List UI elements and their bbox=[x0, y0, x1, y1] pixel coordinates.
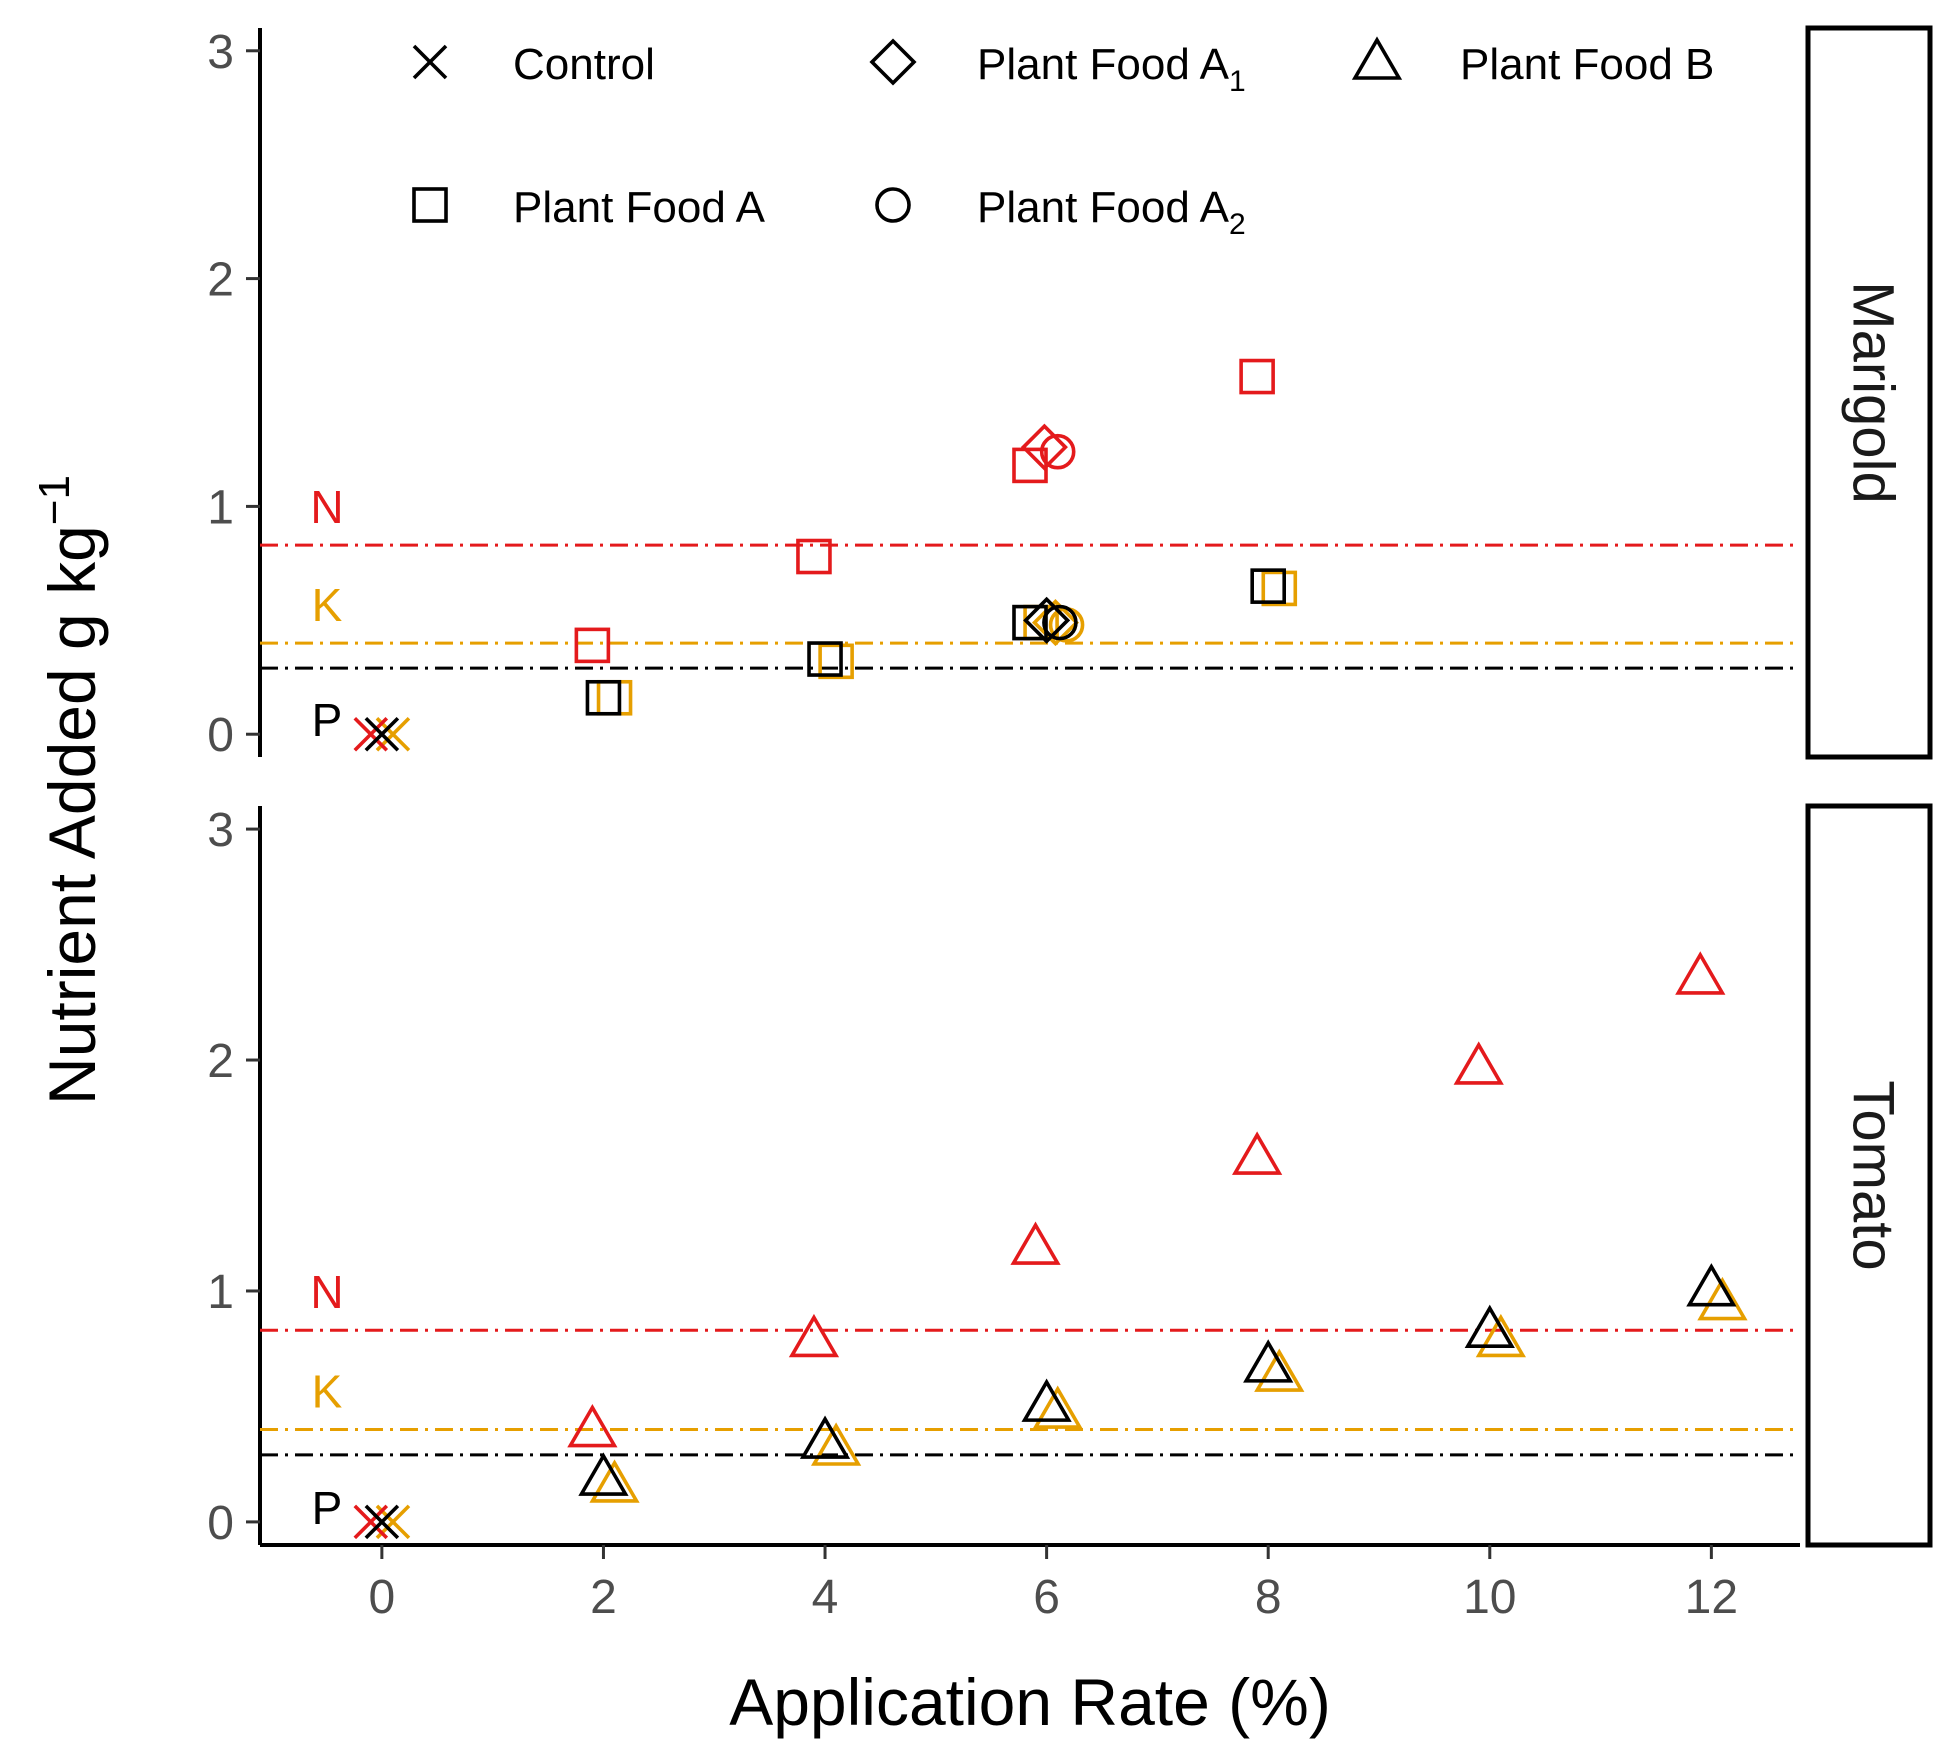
x-tick-label: 10 bbox=[1463, 1571, 1516, 1624]
x-tick-label: 0 bbox=[369, 1571, 396, 1624]
legend-label-main: Plant Food B bbox=[1460, 40, 1714, 89]
point-triangle-n bbox=[1453, 1041, 1504, 1085]
y-axis-title: Nutrient Added g kg−1 bbox=[30, 475, 109, 1105]
y-tick-label: 0 bbox=[207, 1497, 234, 1550]
x-tick-label: 12 bbox=[1685, 1571, 1738, 1624]
y-tick-label: 2 bbox=[207, 1035, 234, 1088]
legend-key-diamond bbox=[869, 38, 917, 86]
strip-label: Tomato bbox=[1841, 1080, 1906, 1270]
point-cross-p-stroke-b bbox=[364, 1504, 400, 1540]
ref-label-k: K bbox=[312, 1366, 343, 1418]
point-square-p bbox=[1250, 568, 1287, 604]
point-cross-n bbox=[353, 1504, 389, 1540]
point-cross-n bbox=[353, 716, 389, 752]
ref-label-p: P bbox=[312, 694, 343, 746]
y-tick-label: 0 bbox=[207, 709, 234, 762]
point-triangle-k bbox=[810, 1422, 862, 1466]
point-square-n bbox=[796, 538, 832, 575]
point-diamond-p bbox=[1023, 596, 1071, 644]
point-square-n bbox=[1239, 358, 1275, 395]
legend-label-main: Plant Food A bbox=[513, 183, 766, 232]
legend-label: Plant Food A1 bbox=[977, 40, 1246, 98]
point-diamond-n bbox=[1020, 423, 1068, 471]
x-tick-label: 8 bbox=[1255, 1571, 1282, 1624]
ref-label-p: P bbox=[312, 1482, 343, 1534]
point-triangle-n bbox=[567, 1403, 618, 1448]
point-circle-n bbox=[1039, 433, 1076, 470]
x-tick-label: 4 bbox=[812, 1571, 839, 1624]
x-axis: 0 2 4 6 8 10 12 bbox=[260, 1543, 1800, 1624]
point-triangle-p bbox=[578, 1452, 629, 1496]
panel-tomato: 0 1 2 3 NK P Tomato bbox=[207, 803, 1933, 1550]
point-square-p bbox=[807, 641, 843, 677]
point-triangle-p bbox=[1464, 1304, 1515, 1349]
y-tick-label: 2 bbox=[207, 254, 234, 307]
point-triangle-p bbox=[1243, 1339, 1294, 1383]
point-triangle-n bbox=[788, 1313, 840, 1358]
point-triangle-n bbox=[1675, 951, 1726, 995]
point-diamond-k bbox=[1031, 599, 1080, 647]
panel-marigold: 0 1 2 3 NK P Marigold bbox=[207, 25, 1933, 762]
point-triangle-p bbox=[1686, 1263, 1737, 1307]
y-axis-title-sup: −1 bbox=[30, 475, 79, 525]
legend-label: Plant Food A bbox=[513, 183, 766, 232]
legend-label: Plant Food B bbox=[1460, 40, 1714, 89]
legend-label-main: Control bbox=[513, 40, 655, 89]
point-square-n bbox=[574, 627, 611, 664]
legend-entry: Plant Food B bbox=[1351, 36, 1714, 89]
point-triangle-n bbox=[1232, 1131, 1283, 1175]
point-triangle-p bbox=[1021, 1378, 1072, 1422]
legend-label: Plant Food A2 bbox=[977, 183, 1246, 241]
legend-key-circle bbox=[875, 187, 911, 223]
y-tick-label: 3 bbox=[207, 804, 234, 857]
strip-box bbox=[1805, 803, 1933, 1548]
y-tick-label: 1 bbox=[207, 1266, 234, 1319]
x-tick-label: 2 bbox=[590, 1571, 617, 1624]
legend-entry: Plant Food A1 bbox=[869, 38, 1246, 98]
point-cross-p-stroke-b bbox=[364, 716, 400, 752]
point-triangle-k bbox=[1254, 1348, 1305, 1392]
point-triangle-k bbox=[1475, 1313, 1526, 1358]
legend-label-main: Plant Food A bbox=[977, 183, 1230, 232]
point-square-p bbox=[585, 679, 622, 716]
point-square-k bbox=[1261, 570, 1298, 607]
x-tick-label: 6 bbox=[1033, 1571, 1060, 1624]
point-triangle-k bbox=[589, 1459, 640, 1503]
legend-label-main: Plant Food A bbox=[977, 40, 1230, 89]
legend-label-sub: 1 bbox=[1229, 65, 1246, 98]
point-cross-n-stroke-b bbox=[353, 1504, 389, 1540]
strip-label: Marigold bbox=[1841, 281, 1906, 503]
point-triangle-k bbox=[1697, 1276, 1748, 1321]
point-triangle-p bbox=[799, 1415, 851, 1459]
y-tick-label: 1 bbox=[207, 481, 234, 534]
legend-entry: Plant Food A bbox=[412, 183, 766, 232]
legend-key-triangle bbox=[1351, 36, 1403, 80]
y-tick-label: 3 bbox=[207, 26, 234, 79]
point-cross-n-stroke-b bbox=[353, 716, 389, 752]
legend-entry: Control bbox=[412, 40, 655, 89]
point-square-k bbox=[818, 643, 854, 680]
point-circle-p bbox=[1042, 604, 1078, 641]
y-axis-title-main: Nutrient Added g kg bbox=[35, 525, 109, 1105]
legend-entry: Plant Food A2 bbox=[875, 183, 1246, 241]
legend-key-cross bbox=[412, 44, 448, 80]
ref-label-n: N bbox=[310, 1266, 343, 1318]
ref-label-n: N bbox=[310, 481, 343, 533]
point-cross-p bbox=[364, 716, 400, 752]
x-axis-title: Application Rate (%) bbox=[729, 1665, 1331, 1739]
legend-label: Control bbox=[513, 40, 655, 89]
ref-label-k: K bbox=[312, 579, 343, 631]
point-cross-p bbox=[364, 1504, 400, 1540]
point-square-p bbox=[1012, 604, 1048, 641]
legend-key-cross-stroke-b bbox=[412, 44, 448, 80]
legend-label-sub: 2 bbox=[1229, 208, 1246, 241]
point-triangle-k bbox=[1032, 1385, 1083, 1429]
legend-key-square bbox=[412, 187, 448, 223]
strip-box bbox=[1805, 25, 1933, 760]
point-square-k bbox=[596, 679, 633, 716]
point-triangle-n bbox=[1010, 1221, 1061, 1265]
